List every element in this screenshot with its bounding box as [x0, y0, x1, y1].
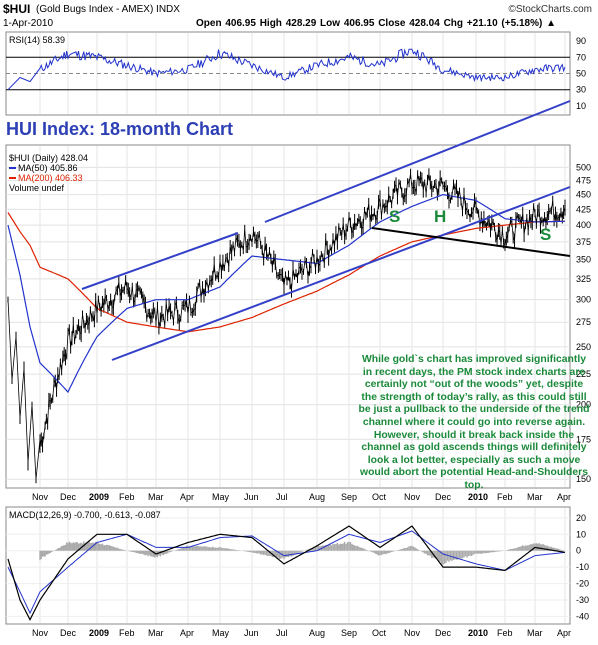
macd-line — [7, 525, 566, 622]
macd-tick-label: 10 — [576, 529, 586, 539]
x-label-top-6: May — [212, 492, 230, 502]
neckline — [371, 227, 571, 257]
rsi-tick-label: 70 — [576, 52, 586, 62]
price-tick-label: 475 — [576, 176, 591, 186]
price-tick-label: 150 — [576, 474, 591, 484]
price-tick-label: 425 — [576, 204, 591, 214]
legend-volume: Volume undef — [9, 183, 65, 193]
price-tick-label: 350 — [576, 255, 591, 265]
macd-tick-label: 0 — [576, 546, 581, 556]
x-label-bottom-15: Feb — [497, 628, 513, 638]
ohlc-summary: Open 406.95 High 428.29 Low 406.95 Close… — [196, 18, 556, 29]
legend-ma50: MA(50) 405.86 — [18, 163, 78, 173]
x-label-bottom-11: Oct — [372, 628, 387, 638]
price-tick-label: 175 — [576, 434, 591, 444]
chart-title: HUI Index: 18-month Chart — [6, 119, 234, 139]
x-label-bottom-16: Mar — [527, 628, 543, 638]
legend-price: $HUI (Daily) 428.04 — [9, 153, 88, 163]
symbol: $HUI — [3, 2, 31, 16]
legend-ma200: MA(200) 406.33 — [18, 173, 83, 183]
channel-upper-short — [81, 232, 239, 290]
hs-label-2: S — [540, 225, 551, 244]
x-label-top-11: Oct — [372, 492, 387, 502]
chart-header: $HUI (Gold Bugs Index - AMEX) INDX 1-Apr… — [0, 0, 598, 30]
macd-tick-label: -10 — [576, 562, 589, 572]
price-tick-label: 325 — [576, 274, 591, 284]
x-label-bottom-4: Mar — [148, 628, 164, 638]
x-label-bottom-13: Dec — [435, 628, 452, 638]
x-label-top-7: Jun — [244, 492, 259, 502]
macd-tick-label: -40 — [576, 611, 589, 621]
ma50-line — [7, 193, 565, 394]
ma200-line — [7, 212, 565, 333]
x-label-top-5: Apr — [180, 492, 194, 502]
x-label-top-0: Nov — [32, 492, 49, 502]
channel-upper-line — [264, 100, 571, 223]
x-label-top-17: Apr — [557, 492, 571, 502]
x-label-top-16: Mar — [527, 492, 543, 502]
macd-tick-label: -20 — [576, 579, 589, 589]
x-label-bottom-0: Nov — [32, 628, 49, 638]
x-label-top-8: Jul — [276, 492, 288, 502]
x-label-bottom-9: Aug — [309, 628, 325, 638]
x-label-bottom-1: Dec — [60, 628, 77, 638]
chart-date: 1-Apr-2010 — [3, 18, 54, 29]
x-label-top-12: Nov — [404, 492, 421, 502]
x-label-bottom-5: Apr — [180, 628, 194, 638]
x-label-top-2: 2009 — [89, 492, 109, 502]
x-label-bottom-8: Jul — [276, 628, 288, 638]
price-tick-label: 250 — [576, 342, 591, 352]
x-label-top-1: Dec — [60, 492, 77, 502]
x-label-bottom-2: 2009 — [89, 628, 109, 638]
x-label-bottom-14: 2010 — [468, 628, 488, 638]
price-line — [7, 173, 566, 480]
commentary-text: While gold`s chart has improved signific… — [358, 354, 590, 491]
price-tick-label: 375 — [576, 237, 591, 247]
macd-tick-label: 20 — [576, 513, 586, 523]
rsi-line — [7, 48, 566, 91]
hs-label-1: H — [434, 207, 446, 226]
hs-label-0: S — [389, 207, 400, 226]
x-label-bottom-17: Apr — [557, 628, 571, 638]
rsi-tick-label: 10 — [576, 101, 586, 111]
x-label-bottom-6: May — [212, 628, 230, 638]
rsi-tick-label: 90 — [576, 36, 586, 46]
channel-lower-line — [111, 186, 571, 361]
x-label-bottom-7: Jun — [244, 628, 259, 638]
price-tick-label: 500 — [576, 162, 591, 172]
x-label-bottom-3: Feb — [119, 628, 135, 638]
index-name: (Gold Bugs Index - AMEX) INDX — [36, 4, 180, 15]
price-tick-label: 200 — [576, 400, 591, 410]
x-label-top-4: Mar — [148, 492, 164, 502]
rsi-tick-label: 30 — [576, 85, 586, 95]
x-label-top-10: Sep — [341, 492, 357, 502]
x-label-top-15: Feb — [497, 492, 513, 502]
x-label-bottom-10: Sep — [341, 628, 357, 638]
price-tick-label: 275 — [576, 317, 591, 327]
watermark: ©StockCharts.com — [508, 4, 592, 15]
macd-signal-line — [7, 530, 566, 615]
price-tick-label: 450 — [576, 190, 591, 200]
price-tick-label: 300 — [576, 295, 591, 305]
price-tick-label: 225 — [576, 369, 591, 379]
x-label-top-13: Dec — [435, 492, 452, 502]
x-label-top-14: 2010 — [468, 492, 488, 502]
x-label-top-9: Aug — [309, 492, 325, 502]
macd-tick-label: -30 — [576, 595, 589, 605]
price-tick-label: 400 — [576, 220, 591, 230]
x-label-bottom-12: Nov — [404, 628, 421, 638]
x-label-top-3: Feb — [119, 492, 135, 502]
macd-label: MACD(12,26,9) -0.700, -0.613, -0.087 — [9, 510, 161, 520]
rsi-label: RSI(14) 58.39 — [9, 35, 65, 45]
rsi-tick-label: 50 — [576, 69, 586, 79]
